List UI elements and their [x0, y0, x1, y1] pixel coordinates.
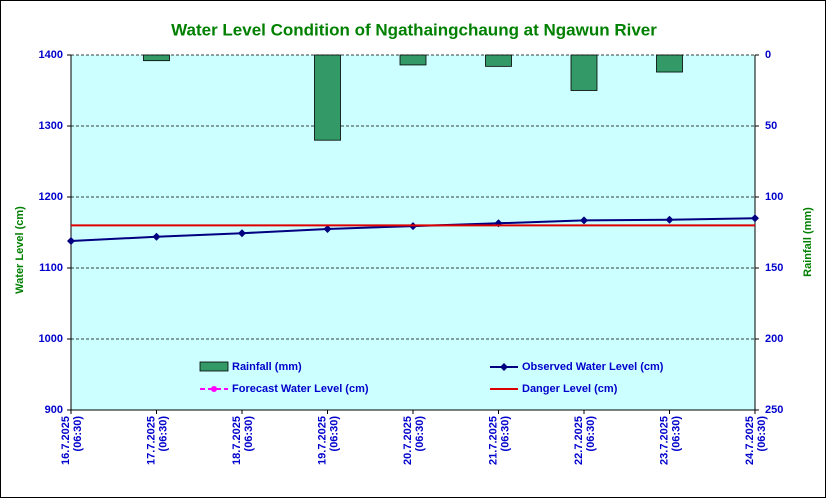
x-tick-label: (06:30) [328, 416, 340, 452]
x-tick-label: 20.7.2025 [402, 416, 414, 465]
y2-tick-label: 50 [765, 120, 777, 132]
series-marker [751, 214, 759, 223]
rain-bar [656, 54, 683, 73]
series-marker [580, 216, 588, 225]
series-marker [665, 215, 674, 224]
y-tick-label: 1300 [39, 120, 63, 132]
x-tick-label: (06:30) [157, 416, 169, 452]
legend-label: Forecast Water Level (cm) [232, 383, 369, 395]
legend-marker [500, 363, 508, 371]
y2-tick-label: 200 [765, 333, 783, 345]
x-tick-label: 24.7.2025 [744, 416, 756, 465]
legend-marker [211, 386, 217, 392]
y-tick-label: 900 [45, 404, 63, 416]
x-tick-label: 19.7.2025 [316, 416, 328, 465]
series-marker [67, 237, 75, 246]
y2-axis-title: Rainfall (mm) [802, 207, 814, 277]
series-marker [323, 224, 332, 233]
legend-label: Rainfall (mm) [232, 361, 302, 373]
x-tick-label: (06:30) [414, 416, 426, 452]
x-tick-label: 17.7.2025 [145, 416, 157, 465]
x-tick-label: (06:30) [243, 416, 255, 452]
y-tick-label: 1000 [39, 333, 63, 345]
plot-area [71, 55, 755, 410]
x-tick-label: 16.7.2025 [60, 416, 72, 465]
y-tick-label: 1200 [39, 191, 63, 203]
x-tick-label: 23.7.2025 [658, 416, 670, 465]
rain-bar [570, 54, 598, 91]
x-tick-label: (06:30) [670, 416, 682, 452]
x-tick-label: (06:30) [756, 416, 768, 452]
y2-tick-label: 0 [765, 49, 771, 61]
legend-label: Danger Level (cm) [522, 383, 618, 395]
rain-bar [143, 54, 170, 62]
y-axis-title: Water Level (cm) [14, 206, 26, 294]
y2-tick-label: 250 [765, 404, 783, 416]
x-tick-label: 21.7.2025 [487, 416, 499, 465]
rain-bar [314, 54, 341, 141]
rain-bar [485, 54, 512, 67]
y2-tick-label: 100 [765, 191, 783, 203]
y-tick-label: 1100 [39, 262, 63, 274]
x-tick-label: (06:30) [499, 416, 511, 452]
x-tick-label: 22.7.2025 [573, 416, 585, 465]
chart-title: Water Level Condition of Ngathaingchaung… [171, 20, 657, 39]
rain-bar [399, 54, 427, 66]
legend-swatch [199, 361, 229, 372]
legend-label: Observed Water Level (cm) [522, 361, 664, 373]
x-tick-label: (06:30) [72, 416, 84, 452]
y-tick-label: 1400 [39, 49, 63, 61]
series-marker [238, 229, 246, 238]
x-tick-label: 18.7.2025 [231, 416, 243, 465]
x-tick-label: (06:30) [585, 416, 597, 452]
series-marker [152, 232, 161, 241]
y2-tick-label: 150 [765, 262, 783, 274]
